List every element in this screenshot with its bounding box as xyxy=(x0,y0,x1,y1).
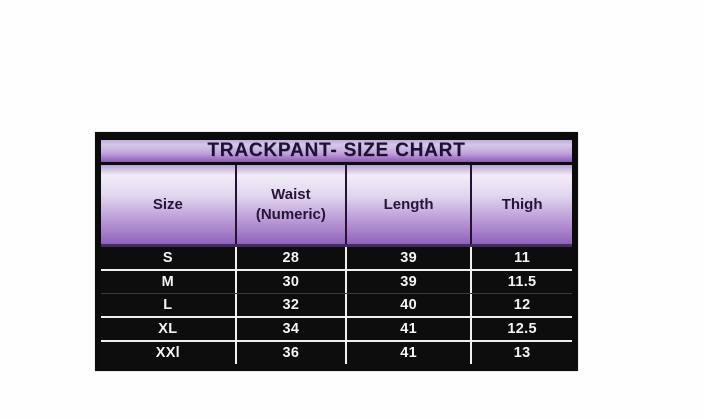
cell-thigh: 11.5 xyxy=(470,271,572,293)
cell-size: M xyxy=(161,274,175,290)
cell-size: S xyxy=(162,250,173,266)
cell-length: 39 xyxy=(344,247,470,269)
column-header-length: Length xyxy=(344,165,471,244)
table-body: S 28 39 11 M 30 39 11.5 L 32 40 12 XL 34… xyxy=(101,247,572,364)
cell-thigh: 12 xyxy=(470,294,572,316)
cell-waist: 32 xyxy=(234,294,345,316)
table-row-l: L 32 40 12 xyxy=(101,293,572,316)
cell-thigh: 12.5 xyxy=(470,318,572,340)
cell-size: XXl xyxy=(155,345,181,361)
cell-waist: 28 xyxy=(234,247,345,269)
cell-length: 39 xyxy=(344,271,470,293)
column-header-waist: Waist (Numeric) xyxy=(234,165,345,244)
table-row-s: S 28 39 11 xyxy=(101,247,572,269)
table-row-xxl: XXl 36 41 13 xyxy=(101,340,572,364)
size-chart-title-bar: TRACKPANT- SIZE CHART xyxy=(101,140,572,165)
cell-waist: 34 xyxy=(234,318,345,340)
size-chart-title: TRACKPANT- SIZE CHART xyxy=(207,140,466,161)
column-header-thigh: Thigh xyxy=(470,165,572,244)
cell-length: 41 xyxy=(344,318,470,340)
table-row-m: M 30 39 11.5 xyxy=(101,269,572,293)
cell-waist: 36 xyxy=(234,342,345,364)
column-header-size: Size xyxy=(101,165,235,244)
table-header-row: Size Waist (Numeric) Length Thigh xyxy=(101,165,572,247)
cell-thigh: 13 xyxy=(470,342,572,364)
cell-thigh: 11 xyxy=(470,247,572,269)
cell-waist: 30 xyxy=(234,271,345,293)
table-row-xl: XL 34 41 12.5 xyxy=(101,316,572,340)
cell-length: 41 xyxy=(344,342,470,364)
size-chart-table: TRACKPANT- SIZE CHART Size Waist (Numeri… xyxy=(95,132,578,371)
cell-size: XL xyxy=(158,321,178,337)
cell-size: L xyxy=(163,297,173,313)
cell-length: 40 xyxy=(344,294,470,316)
